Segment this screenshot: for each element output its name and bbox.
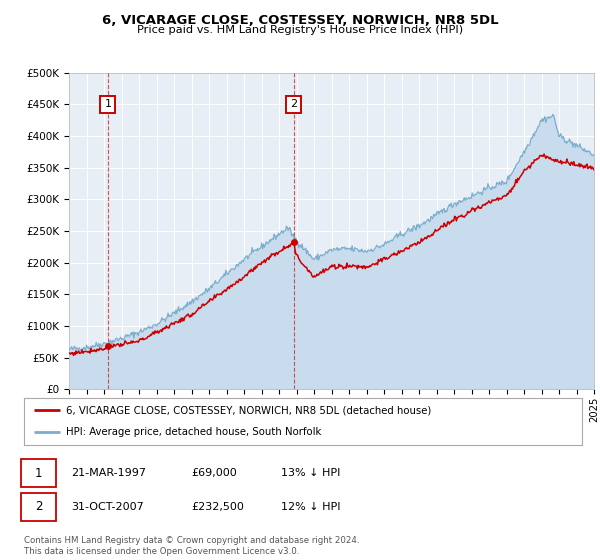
- Text: 2: 2: [35, 500, 42, 514]
- Text: HPI: Average price, detached house, South Norfolk: HPI: Average price, detached house, Sout…: [66, 427, 321, 437]
- Text: Contains HM Land Registry data © Crown copyright and database right 2024.
This d: Contains HM Land Registry data © Crown c…: [24, 536, 359, 556]
- Text: Price paid vs. HM Land Registry's House Price Index (HPI): Price paid vs. HM Land Registry's House …: [137, 25, 463, 35]
- Text: 31-OCT-2007: 31-OCT-2007: [71, 502, 143, 512]
- Text: 21-MAR-1997: 21-MAR-1997: [71, 468, 146, 478]
- Text: 2: 2: [290, 100, 297, 109]
- Text: 1: 1: [35, 466, 42, 480]
- Text: 13% ↓ HPI: 13% ↓ HPI: [281, 468, 340, 478]
- Text: 1: 1: [104, 100, 112, 109]
- Text: 12% ↓ HPI: 12% ↓ HPI: [281, 502, 340, 512]
- Text: 6, VICARAGE CLOSE, COSTESSEY, NORWICH, NR8 5DL (detached house): 6, VICARAGE CLOSE, COSTESSEY, NORWICH, N…: [66, 405, 431, 416]
- Text: £69,000: £69,000: [191, 468, 236, 478]
- Text: 6, VICARAGE CLOSE, COSTESSEY, NORWICH, NR8 5DL: 6, VICARAGE CLOSE, COSTESSEY, NORWICH, N…: [101, 14, 499, 27]
- Text: £232,500: £232,500: [191, 502, 244, 512]
